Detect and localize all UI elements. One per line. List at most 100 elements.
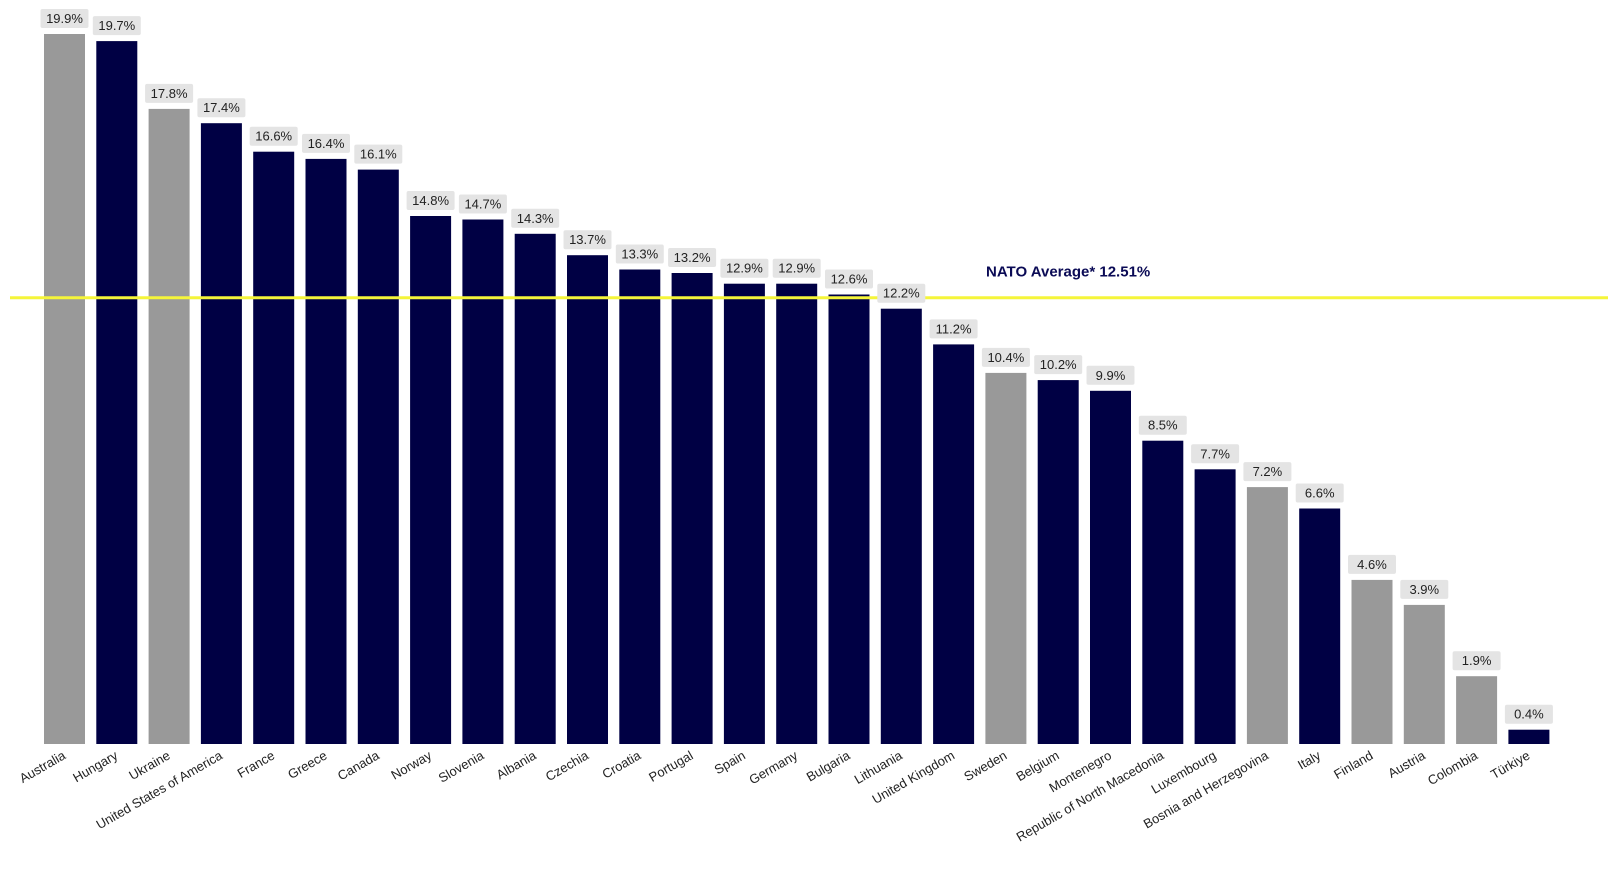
data-label: 7.7%: [1191, 444, 1240, 464]
bar-republic-of-north-macedonia: [1142, 440, 1184, 744]
data-label: 9.9%: [1086, 365, 1135, 385]
bar-united-states-of-america: [200, 123, 242, 744]
data-label-text: 16.6%: [255, 129, 292, 144]
data-label-text: 19.9%: [46, 11, 83, 26]
data-label-background: [929, 319, 978, 339]
data-label-text: 14.7%: [464, 197, 501, 212]
data-label: 8.5%: [1138, 415, 1187, 435]
x-tick-label: Albania: [494, 747, 540, 782]
data-label: 12.2%: [877, 283, 926, 303]
data-label: 17.8%: [145, 83, 194, 103]
bar-ukraine: [148, 108, 190, 744]
bar-colombia: [1456, 676, 1498, 744]
bar-austria: [1403, 604, 1445, 744]
data-label-text: 9.9%: [1096, 368, 1126, 383]
data-label: 3.9%: [1400, 579, 1449, 599]
data-label: 13.2%: [668, 248, 717, 267]
data-label-background: [825, 269, 873, 289]
data-label-text: 14.8%: [412, 193, 449, 208]
bar-croatia: [619, 269, 661, 744]
data-label-background: [1400, 579, 1449, 599]
x-tick-label: Australia: [17, 747, 69, 786]
x-tick-label: Germany: [746, 747, 800, 787]
data-label-text: 13.3%: [621, 247, 658, 262]
bar-spain: [723, 283, 765, 744]
bar-montenegro: [1090, 390, 1131, 744]
data-label-background: [511, 208, 560, 228]
data-label-background: [772, 258, 821, 278]
x-tick-label: France: [235, 748, 278, 781]
x-tick-label: Greece: [285, 748, 329, 782]
data-label-text: 13.7%: [569, 232, 606, 247]
data-label-text: 17.8%: [151, 86, 188, 101]
data-label: 12.9%: [772, 258, 821, 278]
data-label-text: 12.9%: [778, 261, 815, 276]
data-label: 16.4%: [302, 133, 350, 153]
data-label-background: [40, 9, 89, 28]
x-tick-label: Norway: [388, 747, 434, 782]
data-label-background: [563, 230, 612, 250]
data-label: 19.7%: [92, 16, 141, 36]
data-label-text: 17.4%: [203, 100, 240, 115]
data-label-text: 11.2%: [936, 321, 972, 336]
data-label-text: 16.1%: [360, 147, 397, 162]
data-label-text: 3.9%: [1409, 582, 1439, 597]
bar-australia: [44, 34, 85, 744]
data-label-background: [354, 144, 403, 164]
data-label: 0.4%: [1504, 704, 1553, 724]
bar-bulgaria: [828, 294, 870, 744]
x-tick-label: Slovenia: [436, 747, 487, 785]
data-label-text: 1.9%: [1462, 653, 1492, 668]
x-tick-label: Hungary: [70, 747, 120, 785]
data-label-background: [720, 258, 769, 278]
data-label: 14.3%: [511, 208, 560, 228]
data-label-background: [406, 191, 455, 210]
data-label: 10.4%: [981, 347, 1030, 367]
x-tick-label: Italy: [1295, 747, 1324, 772]
data-label-background: [1086, 365, 1135, 385]
data-label-background: [197, 98, 246, 118]
data-label-background: [92, 16, 141, 36]
bar-slovenia: [462, 219, 504, 744]
data-label: 14.7%: [458, 194, 507, 214]
bar-bosnia-and-herzegovina: [1246, 487, 1288, 744]
data-label-text: 7.7%: [1200, 446, 1230, 461]
bar-germany: [776, 283, 818, 744]
data-label: 1.9%: [1452, 651, 1501, 671]
data-label-background: [615, 244, 664, 264]
x-tick-label: Spain: [712, 748, 748, 778]
bar-norway: [410, 216, 452, 744]
data-label: 16.6%: [249, 126, 298, 146]
bar-albania: [514, 233, 556, 745]
data-label-background: [668, 248, 717, 267]
data-label-background: [458, 194, 507, 214]
bar-sweden: [985, 372, 1027, 744]
data-label-text: 7.2%: [1253, 464, 1283, 479]
data-label-background: [249, 126, 298, 146]
data-label-background: [1348, 554, 1396, 574]
bar-france: [253, 151, 295, 744]
data-label: 13.7%: [563, 230, 612, 250]
data-label-text: 10.4%: [987, 350, 1024, 365]
bar-lithuania: [880, 308, 922, 744]
data-label-background: [1138, 415, 1187, 435]
bar-t-rkiye: [1508, 729, 1550, 744]
data-label-background: [1452, 651, 1501, 671]
bar-greece: [305, 158, 347, 744]
bar-hungary: [96, 41, 138, 745]
data-label-text: 6.6%: [1305, 486, 1335, 501]
bar-czechia: [567, 255, 608, 744]
bar-finland: [1351, 579, 1393, 744]
data-label: 14.8%: [406, 191, 455, 210]
data-label-text: 12.6%: [831, 272, 868, 287]
data-label-text: 0.4%: [1514, 707, 1544, 722]
data-label-text: 19.7%: [98, 18, 135, 33]
data-label-text: 13.2%: [674, 250, 711, 265]
data-label: 7.2%: [1243, 462, 1292, 482]
data-label-background: [1243, 462, 1292, 482]
x-tick-label: Sweden: [961, 748, 1009, 784]
data-label-background: [1191, 444, 1240, 464]
x-tick-label: Colombia: [1425, 747, 1481, 788]
